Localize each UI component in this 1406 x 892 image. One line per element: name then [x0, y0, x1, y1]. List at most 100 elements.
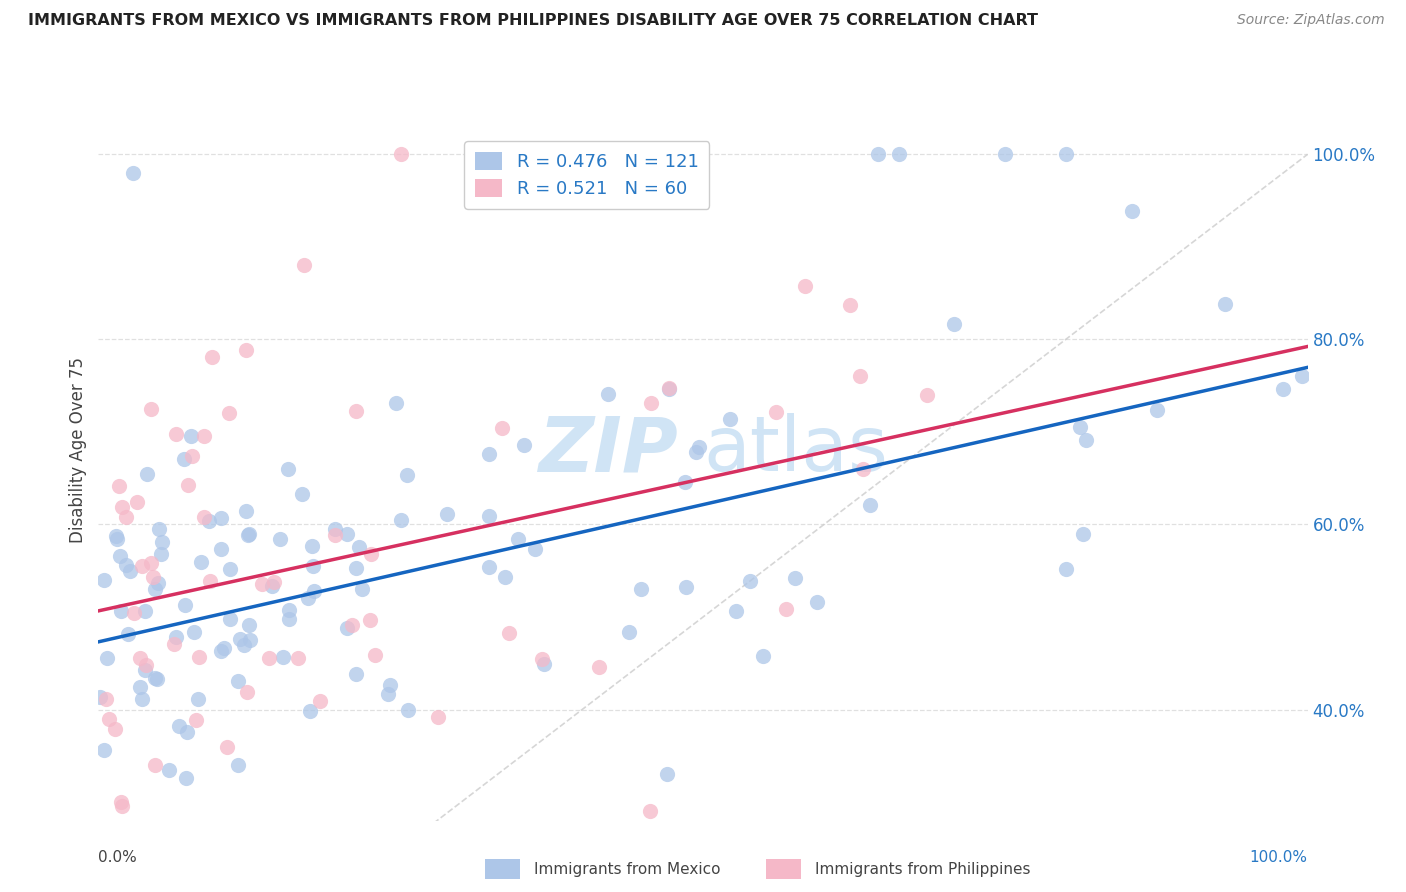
Point: [108, 549, 131, 563]
Point: [655, 767, 678, 781]
Point: [389, 513, 412, 527]
Point: [98, 712, 121, 726]
Point: [173, 451, 195, 466]
Point: [389, 147, 412, 161]
Point: [262, 579, 284, 593]
Point: [478, 446, 501, 460]
Point: [252, 577, 274, 591]
Point: [127, 495, 149, 509]
Point: [498, 626, 520, 640]
Point: [344, 404, 367, 418]
Point: [104, 722, 127, 736]
Point: [209, 511, 232, 525]
Point: [596, 387, 619, 401]
Point: [349, 540, 371, 554]
Point: [148, 522, 170, 536]
Point: [716, 869, 738, 883]
Point: [302, 559, 325, 574]
Y-axis label: Disability Age Over 75: Disability Age Over 75: [69, 358, 87, 543]
Point: [139, 402, 162, 417]
Text: 0.0%: 0.0%: [98, 850, 138, 865]
Point: [298, 704, 321, 718]
Point: [1146, 403, 1168, 417]
Point: [236, 528, 259, 542]
Point: [121, 166, 143, 180]
Point: [436, 508, 458, 522]
Point: [198, 514, 221, 528]
Text: 100.0%: 100.0%: [1250, 850, 1308, 865]
Point: [219, 562, 242, 576]
Point: [235, 685, 257, 699]
Point: [198, 574, 221, 589]
Point: [110, 500, 132, 515]
Point: [165, 427, 187, 442]
Point: [193, 510, 215, 524]
Point: [131, 692, 153, 706]
Point: [309, 694, 332, 708]
Point: [148, 575, 170, 590]
Point: [1272, 382, 1295, 396]
Point: [638, 805, 661, 819]
Point: [718, 412, 741, 426]
Point: [775, 601, 797, 615]
Point: [122, 606, 145, 620]
Point: [524, 541, 547, 556]
Point: [143, 758, 166, 772]
Point: [301, 539, 323, 553]
Point: [229, 632, 252, 647]
Point: [235, 343, 257, 358]
Point: [235, 504, 257, 518]
Point: [685, 445, 707, 459]
Point: [165, 630, 187, 644]
Point: [915, 388, 938, 402]
Point: [1069, 420, 1091, 434]
Point: [93, 743, 115, 757]
Point: [135, 657, 157, 672]
Point: [354, 851, 377, 865]
Point: [212, 641, 235, 656]
Point: [114, 510, 136, 524]
Point: [765, 405, 787, 419]
Text: Source: ZipAtlas.com: Source: ZipAtlas.com: [1237, 13, 1385, 28]
Point: [201, 350, 224, 364]
Point: [269, 532, 291, 546]
Point: [263, 575, 285, 590]
Point: [183, 624, 205, 639]
Point: [150, 548, 173, 562]
Text: IMMIGRANTS FROM MEXICO VS IMMIGRANTS FROM PHILIPPINES DISABILITY AGE OVER 75 COR: IMMIGRANTS FROM MEXICO VS IMMIGRANTS FRO…: [28, 13, 1038, 29]
Point: [233, 638, 256, 652]
Point: [129, 680, 152, 694]
Point: [478, 560, 501, 574]
Point: [994, 147, 1017, 161]
Point: [344, 666, 367, 681]
Point: [134, 604, 156, 618]
Point: [1076, 433, 1098, 447]
Point: [340, 618, 363, 632]
Point: [277, 462, 299, 476]
Point: [395, 468, 418, 483]
Point: [163, 637, 186, 651]
Point: [887, 147, 910, 161]
Point: [364, 648, 387, 662]
Point: [257, 651, 280, 665]
Point: [785, 571, 807, 585]
Point: [187, 691, 209, 706]
Point: [291, 487, 314, 501]
Point: [287, 651, 309, 665]
Point: [344, 560, 367, 574]
Point: [506, 532, 529, 546]
Point: [104, 529, 127, 543]
Point: [107, 869, 129, 883]
Point: [495, 570, 517, 584]
Point: [478, 508, 501, 523]
Point: [292, 259, 315, 273]
Point: [96, 692, 118, 706]
Point: [1071, 527, 1094, 541]
Point: [297, 591, 319, 605]
Point: [134, 663, 156, 677]
Point: [360, 547, 382, 561]
Point: [1054, 147, 1077, 161]
Text: ZIP: ZIP: [538, 414, 679, 487]
Point: [176, 477, 198, 491]
Point: [640, 396, 662, 410]
